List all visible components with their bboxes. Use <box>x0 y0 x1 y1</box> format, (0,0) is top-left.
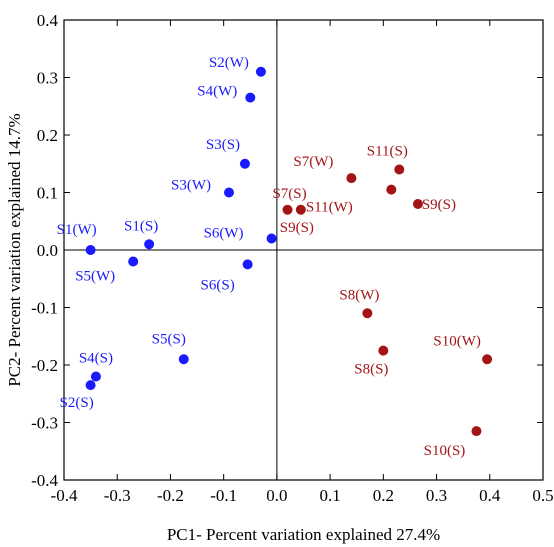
scatter-point <box>394 164 405 175</box>
x-tick-label: 0.2 <box>373 486 394 505</box>
scatter-point <box>85 380 96 391</box>
point-label: S9(S) <box>280 220 314 236</box>
y-axis-label: PC2- Percent variation explained 14.7% <box>5 113 24 386</box>
scatter-point <box>362 308 373 319</box>
point-label: S3(W) <box>171 178 211 194</box>
x-tick-label: 0.5 <box>532 486 553 505</box>
scatter-point <box>255 66 266 77</box>
point-label: S7(S) <box>272 186 306 202</box>
scatter-point <box>90 371 101 382</box>
scatter-point <box>386 184 397 195</box>
scatter-point <box>471 426 482 437</box>
point-label: S3(S) <box>206 137 240 153</box>
x-tick-label: -0.3 <box>104 486 131 505</box>
point-label: S5(S) <box>152 331 186 347</box>
point-label: S11(S) <box>367 144 408 160</box>
point-label: S10(W) <box>433 333 481 349</box>
point-label: S5(W) <box>75 269 115 285</box>
y-tick-label: 0.4 <box>37 11 59 30</box>
scatter-point <box>282 204 293 215</box>
x-tick-label: -0.2 <box>157 486 184 505</box>
scatter-point <box>178 354 189 365</box>
x-tick-label: 0.1 <box>319 486 340 505</box>
x-tick-label: 0.0 <box>266 486 287 505</box>
point-label: S8(W) <box>339 287 379 303</box>
axis-ticks: -0.4 -0.3 -0.2 -0.1 0.0 0.1 0.2 0.3 0.4 0.5 0.4 0.3… <box>31 11 554 505</box>
point-label: S10(S) <box>424 443 466 459</box>
point-label: S1(S) <box>124 218 158 234</box>
point-label: S6(W) <box>204 226 244 242</box>
x-tick-label: -0.4 <box>51 486 78 505</box>
y-tick-label: 0.1 <box>37 184 58 203</box>
reference-lines <box>64 20 543 480</box>
scatter-point <box>223 187 234 198</box>
scatter-point <box>245 92 256 103</box>
x-tick-label: 0.3 <box>426 486 447 505</box>
y-tick-label: -0.1 <box>31 299 58 318</box>
data-points <box>85 66 493 437</box>
y-tick-label: -0.4 <box>31 471 58 490</box>
y-tick-label: -0.2 <box>31 356 58 375</box>
x-tick-label: -0.1 <box>210 486 237 505</box>
scatter-point <box>412 199 423 209</box>
point-label: S4(S) <box>79 351 113 367</box>
scatter-point <box>85 245 96 255</box>
point-label: S2(W) <box>209 55 249 71</box>
point-label: S6(S) <box>201 277 235 293</box>
scatter-point <box>128 256 139 267</box>
point-label: S8(S) <box>354 362 388 378</box>
point-label: S7(W) <box>293 154 333 170</box>
scatter-point <box>239 158 250 169</box>
scatter-point <box>295 204 306 215</box>
point-label: S4(W) <box>197 84 237 100</box>
scatter-point <box>378 345 389 356</box>
x-axis-label: PC1- Percent variation explained 27.4% <box>167 525 440 544</box>
y-tick-label: 0.3 <box>37 69 58 88</box>
scatter-point <box>242 259 253 270</box>
point-label: S1(W) <box>57 222 97 238</box>
point-label: S11(W) <box>306 200 353 216</box>
x-tick-label: 0.4 <box>479 486 501 505</box>
scatter-point <box>266 233 277 244</box>
point-labels: S2(W) S4(W) S3(S) S3(W) S1(S) S1(W) S6(W) S5(W)… <box>57 55 481 459</box>
scatter-point <box>144 239 155 250</box>
scatter-point <box>482 354 493 365</box>
point-label: S2(S) <box>60 395 94 411</box>
y-tick-label: -0.3 <box>31 414 58 433</box>
y-tick-label: 0.0 <box>37 241 58 260</box>
scatter-point <box>346 173 357 184</box>
y-tick-label: 0.2 <box>37 126 58 145</box>
point-label: S9(S) <box>422 197 456 213</box>
